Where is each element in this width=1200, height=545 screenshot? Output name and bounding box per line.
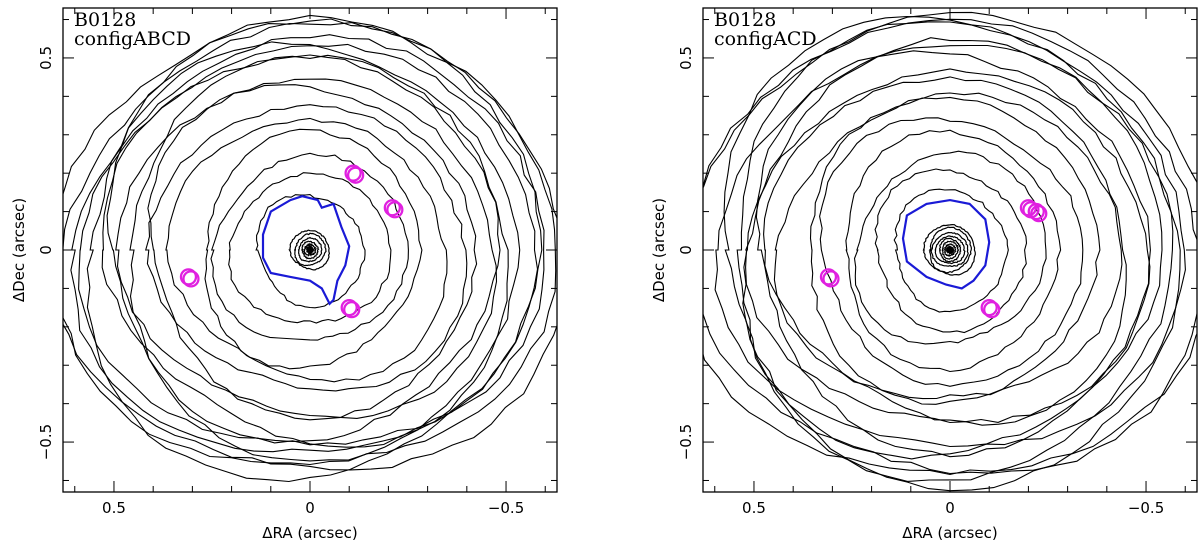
chart-panel-1: 0.5 0 −0.5 0.5 0 −0.5 ΔRA (arcsec) ΔDec (arcsec… [10,7,558,542]
marker-ring [819,268,838,286]
x-tick-label: 0 [305,499,315,517]
highlight-contour [901,198,991,290]
marker-ring [386,201,404,219]
x-tick-label: 0.5 [742,499,766,517]
y-axis-label: ΔDec (arcsec) [10,198,28,302]
contour-line [129,54,501,443]
contour-line [845,129,1062,373]
marker-ring [340,298,358,317]
contour-line [755,50,1151,458]
x-axis-label: ΔRA (arcsec) [902,524,997,542]
marker-ring [383,199,401,217]
contour-line [228,172,392,324]
contour-line [922,223,976,276]
y-tick-label: 0.5 [677,46,695,70]
contour-line [703,11,1197,476]
contour-line [934,235,966,265]
marker-ring [346,166,365,184]
contour-line [144,104,468,392]
y-tick-label: −0.5 [677,424,695,460]
contour-line [210,152,409,341]
contour-line [714,44,1181,448]
contour-core [946,245,954,255]
x-tick-label: −0.5 [488,499,524,517]
marker-ring [983,300,1001,319]
contour-line [106,41,521,462]
marker-ring [179,268,198,286]
contour-line [165,117,448,383]
marker-ring [1030,204,1048,223]
contour-line [938,237,962,263]
contour-line [78,43,539,446]
contour-line [703,18,1197,475]
contour-line [930,231,969,268]
panel-title-line: configACD [714,28,817,50]
panel-title-line: B0128 [714,9,776,31]
y-tick-label: 0 [37,245,55,255]
y-axis-label: ΔDec (arcsec) [650,198,668,302]
contour-line [742,37,1163,460]
contour-line [115,78,498,419]
contour-line [893,188,1009,313]
contour-group [63,14,557,483]
contour-line [86,14,543,483]
y-tick-label: −0.5 [37,424,55,460]
contour-line [723,15,1186,492]
marker-ring [980,298,998,317]
contour-line [745,68,1151,424]
contour-line [288,229,331,271]
contour-line [773,92,1123,400]
contour-line [293,232,327,267]
contour-line [943,243,957,257]
contour-line [809,96,1101,405]
contour-line [819,117,1084,387]
contour-line [70,34,545,453]
y-tick-label: 0 [677,245,695,255]
contour-line [255,194,366,309]
highlight-contour [261,195,351,306]
contour-line [147,84,478,421]
marker-ring [822,270,840,288]
contour-line [300,240,320,260]
x-tick-label: 0.5 [102,499,126,517]
x-tick-label: 0 [945,499,955,517]
contour-group [703,11,1197,492]
marker-ring [343,300,361,319]
chart-panel-2: 0.5 0 −0.5 0.5 0 −0.5 ΔRA (arcsec) ΔDec (arcsec… [650,7,1198,542]
contour-line [736,21,1174,482]
marker-ring [344,164,362,182]
y-tick-label: 0.5 [37,46,55,70]
contour-line [101,54,509,448]
contour-line [302,242,318,257]
marker-ring [1027,202,1045,221]
x-axis-label: ΔRA (arcsec) [262,524,357,542]
contour-line [763,76,1127,426]
contour-line [874,168,1028,334]
contour-line [63,18,557,471]
contour-line [941,240,960,260]
contour-core [306,245,314,255]
panel-title-line: configABCD [74,28,191,50]
x-tick-label: −0.5 [1128,499,1164,517]
marker-ring [182,270,200,288]
panel-title-line: B0128 [74,9,136,31]
contour-line [297,236,323,263]
contour-line [853,150,1047,345]
contour-line [63,22,557,466]
